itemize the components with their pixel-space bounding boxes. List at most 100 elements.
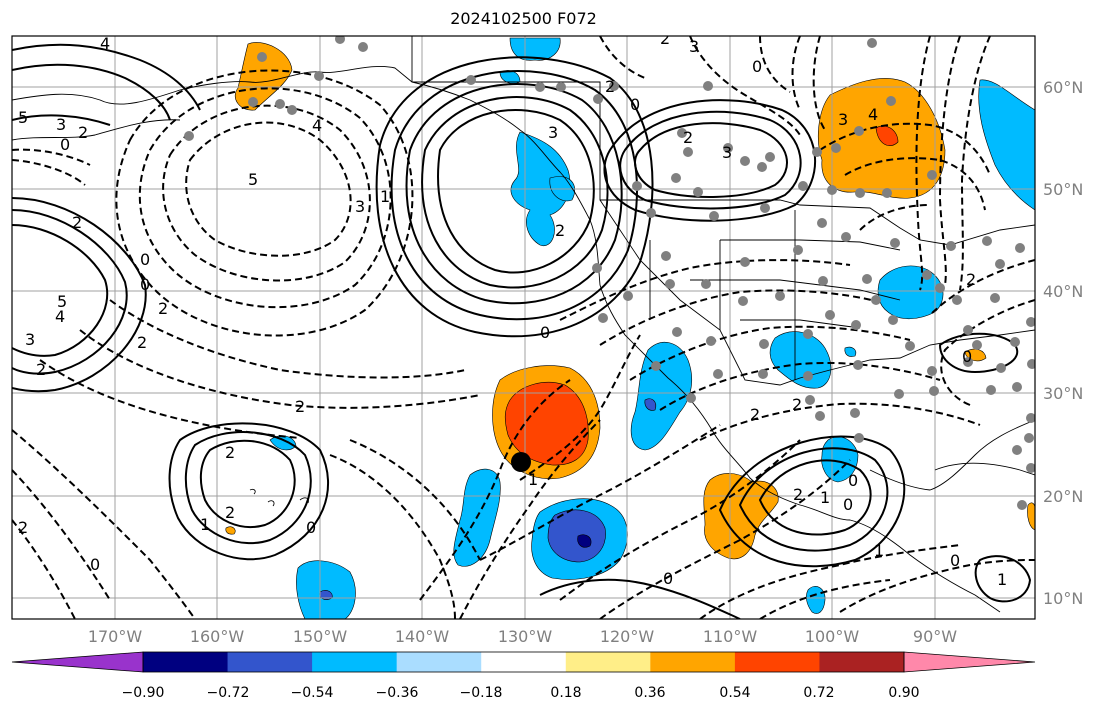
contour-label: 1 bbox=[528, 470, 538, 489]
contour-label: 0 bbox=[843, 495, 853, 514]
shaded-anomalies bbox=[225, 37, 1035, 619]
contour-label: 4 bbox=[868, 105, 878, 124]
contour-label: 2 bbox=[966, 270, 976, 289]
lon-label: 140°W bbox=[395, 627, 450, 646]
contour-label: 0 bbox=[90, 555, 100, 574]
contour-labels: 4 3 2 5 3 2 0 4 5 3 2 0 5 4 3 2 0 2 2 0 … bbox=[18, 29, 1007, 589]
colorbar: −0.90 −0.72 −0.54 −0.36 −0.18 0.18 0.36 … bbox=[11, 651, 1036, 701]
contour-label: 5 bbox=[248, 170, 258, 189]
colorbar-extension-low bbox=[12, 652, 143, 672]
contour-label: 2 bbox=[750, 405, 760, 424]
contour-label: 3 bbox=[689, 37, 699, 56]
colorbar-label: −0.54 bbox=[291, 685, 334, 701]
latitude-labels: 60°N 50°N 40°N 30°N 20°N 10°N bbox=[1043, 78, 1083, 608]
contour-label: 1 bbox=[820, 488, 830, 507]
contour-label: 2 bbox=[683, 128, 693, 147]
contour-label: 2 bbox=[137, 333, 147, 352]
colorbar-swatch bbox=[565, 652, 651, 672]
contour-label: 2 bbox=[158, 299, 168, 318]
map-title: 2024102500 F072 bbox=[450, 9, 597, 28]
contour-label: 0 bbox=[306, 518, 316, 537]
colorbar-swatch bbox=[312, 652, 398, 672]
contour-label: 0 bbox=[962, 347, 972, 366]
colorbar-label: −0.36 bbox=[376, 685, 419, 701]
contour-label: 3 bbox=[722, 143, 732, 162]
contour-label: 2 bbox=[555, 221, 565, 240]
colorbar-swatch bbox=[227, 652, 313, 672]
solid-contours bbox=[12, 43, 1032, 619]
contour-label: 2 bbox=[660, 29, 670, 48]
contour-label: 0 bbox=[663, 569, 673, 588]
station-dots bbox=[184, 36, 1035, 510]
contour-label: 0 bbox=[950, 551, 960, 570]
contour-label: 0 bbox=[60, 135, 70, 154]
contour-label: 2 bbox=[72, 213, 82, 232]
contour-label: 2 bbox=[36, 360, 46, 379]
contour-label: 4 bbox=[55, 307, 65, 326]
lat-label: 40°N bbox=[1043, 282, 1083, 301]
storm-marker bbox=[511, 452, 531, 472]
contour-label: 0 bbox=[630, 95, 640, 114]
contour-label: 3 bbox=[56, 115, 66, 134]
contour-label: 2 bbox=[225, 503, 235, 522]
lat-label: 10°N bbox=[1043, 589, 1083, 608]
contour-label: 0 bbox=[140, 275, 150, 294]
colorbar-label: 0.54 bbox=[719, 685, 750, 701]
contour-label: 1 bbox=[200, 515, 210, 534]
colorbar-label: −0.90 bbox=[122, 685, 165, 701]
contour-label: 2 bbox=[18, 518, 28, 537]
contour-label: 1 bbox=[874, 541, 884, 560]
colorbar-swatch bbox=[650, 652, 736, 672]
lat-label: 60°N bbox=[1043, 78, 1083, 97]
contour-label: 0 bbox=[848, 471, 858, 490]
lat-label: 30°N bbox=[1043, 384, 1083, 403]
contour-label: 0 bbox=[540, 323, 550, 342]
colorbar-label: 0.72 bbox=[803, 685, 834, 701]
colorbar-label: −0.72 bbox=[207, 685, 250, 701]
contour-label: 2 bbox=[792, 395, 802, 414]
colorbar-label: 0.18 bbox=[550, 685, 581, 701]
map-frame bbox=[11, 35, 1036, 620]
lon-label: 170°W bbox=[88, 627, 143, 646]
dashed-contours bbox=[12, 36, 1035, 619]
contour-label: 0 bbox=[752, 57, 762, 76]
colorbar-swatch bbox=[734, 652, 820, 672]
contour-label: 1 bbox=[997, 570, 1007, 589]
lon-label: 150°W bbox=[293, 627, 348, 646]
contour-label: 2 bbox=[605, 77, 615, 96]
contour-label: 4 bbox=[312, 116, 322, 135]
colorbar-swatch bbox=[481, 652, 567, 672]
colorbar-swatch bbox=[819, 652, 905, 672]
longitude-labels: 170°W 160°W 150°W 140°W 130°W 120°W 110°… bbox=[88, 627, 957, 646]
contour-label: 0 bbox=[140, 250, 150, 269]
lat-label: 20°N bbox=[1043, 487, 1083, 506]
colorbar-swatches bbox=[12, 652, 1035, 672]
contour-label: 2 bbox=[78, 123, 88, 142]
contour-label: 2 bbox=[295, 397, 305, 416]
colorbar-label: 0.90 bbox=[888, 685, 919, 701]
lon-label: 110°W bbox=[703, 627, 758, 646]
contour-label: 3 bbox=[355, 197, 365, 216]
lon-label: 160°W bbox=[190, 627, 245, 646]
colorbar-swatch bbox=[143, 652, 229, 672]
colorbar-swatch bbox=[396, 652, 482, 672]
coastlines bbox=[12, 36, 1035, 613]
contour-label: 2 bbox=[225, 443, 235, 462]
lon-label: 100°W bbox=[805, 627, 860, 646]
contour-label: 5 bbox=[57, 292, 67, 311]
colorbar-extension-high bbox=[904, 652, 1035, 672]
contour-label: 1 bbox=[380, 187, 390, 206]
contour-label: 4 bbox=[100, 34, 110, 53]
colorbar-label: 0.36 bbox=[634, 685, 665, 701]
lon-label: 130°W bbox=[498, 627, 553, 646]
contour-label: 3 bbox=[25, 330, 35, 349]
lon-label: 120°W bbox=[600, 627, 655, 646]
contour-label: 2 bbox=[793, 485, 803, 504]
lon-label: 90°W bbox=[913, 627, 957, 646]
lat-label: 50°N bbox=[1043, 180, 1083, 199]
contour-label: 3 bbox=[548, 123, 558, 142]
contour-label: 5 bbox=[18, 108, 28, 127]
colorbar-label: −0.18 bbox=[460, 685, 503, 701]
contour-label: 3 bbox=[838, 110, 848, 129]
